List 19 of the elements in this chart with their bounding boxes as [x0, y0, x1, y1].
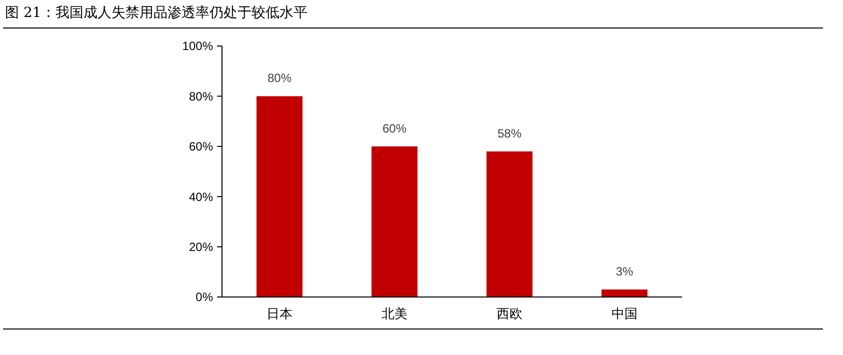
bar [486, 151, 532, 297]
bar [602, 289, 648, 297]
chart-title: 图 21：我国成人失禁用品渗透率仍处于较低水平 [5, 5, 308, 21]
y-tick-label: 20% [188, 240, 214, 254]
x-tick-label: 西欧 [496, 306, 522, 321]
data-label: 3% [616, 264, 634, 278]
y-tick-label: 60% [188, 140, 214, 154]
y-tick-label: 40% [188, 190, 214, 204]
data-label: 58% [497, 126, 522, 140]
x-tick-label: 中国 [612, 306, 638, 321]
data-label: 60% [382, 121, 407, 136]
x-tick-label: 日本 [266, 306, 292, 321]
x-tick-label: 北美 [382, 306, 408, 321]
bar [256, 96, 302, 297]
bar [372, 146, 418, 297]
data-label: 80% [267, 71, 292, 86]
y-tick-label: 0% [196, 290, 214, 304]
y-tick-label: 80% [188, 89, 214, 104]
y-tick-label: 100% [182, 39, 214, 54]
